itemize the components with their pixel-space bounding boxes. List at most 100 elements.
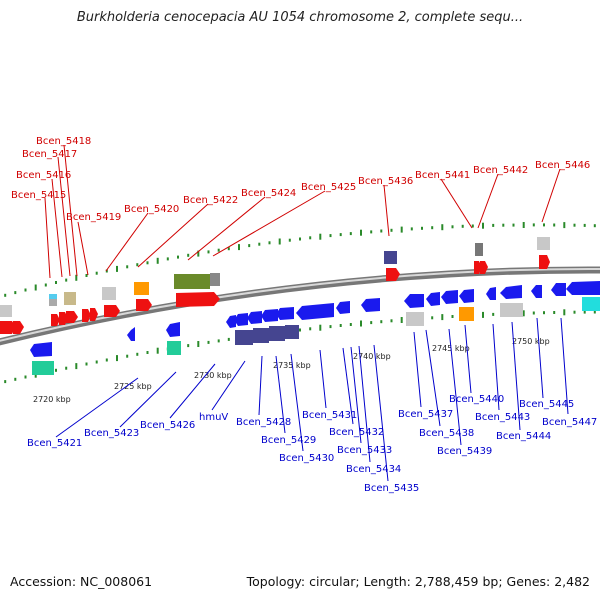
gene-label[interactable]: Bcen_5422 (183, 195, 238, 206)
gene-feature[interactable] (531, 285, 542, 298)
gene-label[interactable]: Bcen_5438 (419, 428, 474, 439)
gene-feature[interactable] (32, 361, 54, 375)
gene-label[interactable]: Bcen_5418 (36, 136, 91, 147)
gene-feature[interactable] (582, 297, 600, 311)
gene-feature[interactable] (247, 311, 262, 324)
minor-tick (288, 238, 291, 242)
gene-feature[interactable] (539, 255, 550, 269)
gene-label[interactable]: Bcen_5436 (358, 176, 413, 187)
gene-label[interactable]: Bcen_5443 (475, 412, 530, 423)
gene-label[interactable]: Bcen_5431 (302, 410, 357, 421)
gene-label[interactable]: Bcen_5444 (496, 431, 551, 442)
major-tick (116, 265, 118, 272)
major-tick (522, 222, 525, 228)
gene-feature[interactable] (104, 305, 120, 317)
gene-label[interactable]: Bcen_5428 (236, 417, 291, 428)
gene-feature[interactable] (253, 328, 269, 343)
gene-feature[interactable] (234, 313, 248, 326)
gene-feature[interactable] (296, 303, 334, 320)
gene-feature[interactable] (64, 292, 76, 305)
gene-label[interactable]: Bcen_5441 (415, 170, 470, 181)
gene-label[interactable]: Bcen_5437 (398, 409, 453, 420)
gene-feature[interactable] (49, 299, 57, 306)
gene-feature[interactable] (102, 287, 116, 300)
gene-label[interactable]: Bcen_5439 (437, 446, 492, 457)
gene-feature[interactable] (82, 309, 91, 322)
gene-label[interactable]: Bcen_5429 (261, 435, 316, 446)
gene-label[interactable]: Bcen_5417 (22, 149, 77, 160)
reverse-gene-leader-lines (55, 317, 569, 482)
gene-feature[interactable] (285, 325, 299, 339)
minor-tick (370, 321, 373, 325)
gene-label[interactable]: Bcen_5419 (66, 212, 121, 223)
gene-feature[interactable] (384, 251, 397, 264)
gene-feature[interactable] (336, 301, 350, 314)
gene-label[interactable]: hmuV (199, 412, 228, 423)
gene-label[interactable]: Bcen_5424 (241, 188, 296, 199)
gene-feature[interactable] (500, 303, 523, 317)
gene-label[interactable]: Bcen_5415 (11, 190, 66, 201)
gene-feature[interactable] (134, 282, 149, 295)
gene-feature[interactable] (406, 312, 424, 326)
gene-feature[interactable] (480, 261, 488, 274)
gene-feature[interactable] (459, 289, 474, 303)
gene-label[interactable]: Bcen_5426 (140, 420, 195, 431)
gene-feature[interactable] (226, 315, 236, 328)
gene-label[interactable]: Bcen_5416 (16, 170, 71, 181)
scale-label: 2720 kbp (33, 395, 71, 404)
gene-feature[interactable] (551, 283, 566, 296)
gene-feature[interactable] (30, 342, 52, 357)
gene-feature[interactable] (127, 327, 135, 341)
gene-feature[interactable] (51, 314, 60, 326)
gene-label[interactable]: Bcen_5432 (329, 427, 384, 438)
gene-feature[interactable] (174, 274, 210, 289)
gene-label[interactable]: Bcen_5442 (473, 165, 528, 176)
gene-label[interactable]: Bcen_5434 (346, 464, 401, 475)
gene-label[interactable]: Bcen_5433 (337, 445, 392, 456)
gene-label[interactable]: Bcen_5447 (542, 417, 597, 428)
gene-feature[interactable] (361, 298, 380, 312)
gene-label[interactable]: Bcen_5420 (124, 204, 179, 215)
gene-feature[interactable] (167, 341, 181, 355)
gene-feature[interactable] (0, 305, 12, 317)
gene-feature[interactable] (475, 243, 483, 256)
gene-feature[interactable] (59, 312, 68, 325)
major-tick (563, 309, 566, 316)
gene-feature[interactable] (566, 281, 600, 295)
gene-label[interactable]: Bcen_5423 (84, 428, 139, 439)
gene-label[interactable]: Bcen_5430 (279, 453, 334, 464)
gene-feature[interactable] (49, 294, 57, 299)
minor-tick (227, 247, 230, 251)
gene-feature[interactable] (13, 321, 24, 334)
gene-feature[interactable] (90, 308, 98, 321)
gene-feature[interactable] (537, 237, 550, 250)
gene-feature[interactable] (210, 273, 220, 286)
gene-feature[interactable] (441, 290, 458, 304)
gene-feature[interactable] (0, 321, 16, 334)
minor-tick (390, 228, 393, 232)
gene-label[interactable]: Bcen_5446 (535, 160, 590, 171)
gene-feature[interactable] (261, 309, 278, 322)
gene-feature[interactable] (500, 285, 522, 299)
gene-label[interactable]: Bcen_5421 (27, 438, 82, 449)
gene-feature[interactable] (404, 294, 424, 308)
gene-feature[interactable] (276, 307, 294, 320)
major-tick (441, 314, 444, 321)
gene-feature[interactable] (486, 287, 496, 300)
gene-feature[interactable] (426, 292, 440, 306)
gene-feature[interactable] (176, 292, 220, 307)
gene-feature[interactable] (386, 268, 400, 281)
gene-feature[interactable] (66, 311, 78, 323)
gene-feature[interactable] (136, 299, 152, 311)
gene-feature[interactable] (166, 322, 180, 337)
minor-tick (146, 261, 149, 265)
gene-feature[interactable] (269, 326, 285, 341)
gene-feature[interactable] (235, 330, 253, 345)
gene-label[interactable]: Bcen_5425 (301, 182, 356, 193)
minor-tick (329, 325, 332, 329)
gene-label[interactable]: Bcen_5445 (519, 399, 574, 410)
minor-tick (329, 234, 332, 238)
gene-label[interactable]: Bcen_5435 (364, 483, 419, 494)
gene-label[interactable]: Bcen_5440 (449, 394, 504, 405)
gene-feature[interactable] (459, 307, 474, 321)
